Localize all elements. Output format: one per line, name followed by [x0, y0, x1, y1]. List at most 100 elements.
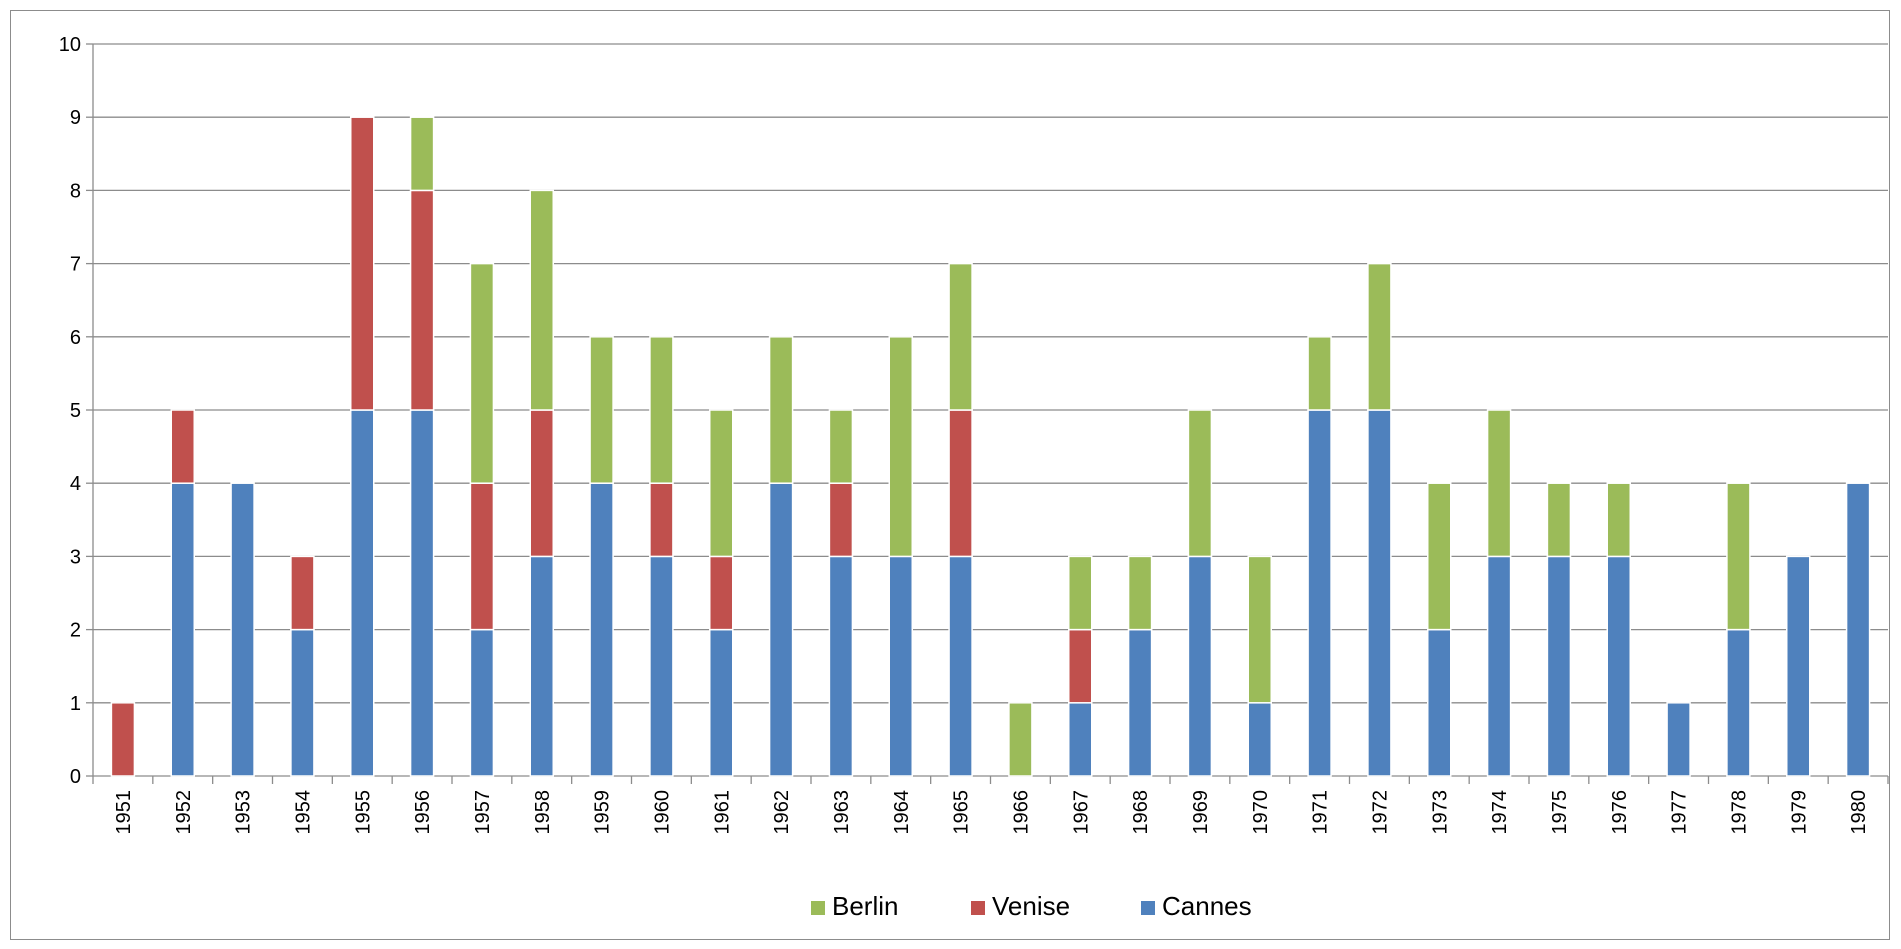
x-tick-label: 1967 [1070, 790, 1092, 835]
bar-segment-venise-1963 [828, 482, 854, 558]
bar-segment-cannes-1979 [1786, 555, 1811, 777]
bar-segment-berlin-1973 [1427, 482, 1452, 631]
bar-segment-cannes-1971 [1307, 409, 1332, 777]
x-tick-label: 1954 [292, 790, 314, 835]
bar-segment-venise-1958 [529, 409, 554, 558]
gridlines [93, 43, 1888, 704]
y-tick-label: 4 [70, 473, 81, 495]
bar-segment-cannes-1973 [1427, 628, 1452, 777]
y-tick-label: 7 [70, 254, 81, 276]
bar-segment-berlin-1961 [709, 409, 734, 558]
y-tick-label: 0 [70, 766, 81, 788]
y-axis-tick-labels: 0 1 2 3 4 5 6 7 8 9 10 [59, 34, 81, 788]
bar-segment-cannes-1969 [1187, 555, 1213, 777]
x-tick-label: 1970 [1250, 790, 1272, 835]
bar-segment-cannes-1952 [170, 482, 195, 777]
axes [86, 43, 1889, 784]
x-tick-label: 1968 [1130, 790, 1152, 835]
x-tick-label: 1961 [711, 790, 733, 835]
x-tick-label: 1971 [1310, 790, 1332, 835]
bar-segment-cannes-1967 [1068, 702, 1093, 777]
x-tick-label: 1976 [1609, 790, 1631, 835]
bar-segment-cannes-1977 [1666, 702, 1691, 777]
x-tick-label: 1965 [951, 790, 973, 835]
bar-segment-cannes-1972 [1367, 409, 1392, 777]
bar-segment-cannes-1956 [409, 409, 435, 777]
bar-segment-berlin-1969 [1187, 409, 1213, 558]
bar-segment-venise-1951 [110, 702, 136, 777]
x-tick-label: 1972 [1369, 790, 1391, 835]
legend-swatch-cannes [1141, 901, 1155, 915]
legend-swatch-venise [971, 901, 985, 915]
x-tick-label: 1956 [412, 790, 434, 835]
bar-segment-berlin-1956 [409, 116, 435, 192]
bar-segment-cannes-1976 [1606, 555, 1631, 777]
x-tick-label: 1960 [651, 790, 673, 835]
x-tick-label: 1966 [1010, 790, 1032, 835]
bar-segment-berlin-1978 [1726, 482, 1751, 631]
bar-segment-cannes-1955 [350, 409, 375, 777]
bar-segment-berlin-1968 [1127, 555, 1153, 631]
legend-label-berlin: Berlin [832, 891, 898, 921]
bar-segment-berlin-1967 [1068, 555, 1093, 631]
bar-segment-berlin-1976 [1606, 482, 1631, 558]
bar-segment-cannes-1980 [1845, 482, 1871, 777]
x-tick-label: 1959 [592, 790, 614, 835]
legend-swatch-berlin [811, 901, 825, 915]
bar-segment-venise-1956 [409, 189, 435, 411]
x-tick-label: 1969 [1190, 790, 1212, 835]
bar-segment-berlin-1970 [1247, 555, 1272, 704]
x-tick-label: 1977 [1669, 790, 1691, 835]
bar-segment-cannes-1974 [1486, 555, 1512, 777]
x-tick-label: 1975 [1549, 790, 1571, 835]
bar-segment-berlin-1971 [1307, 336, 1332, 411]
bar-segment-cannes-1978 [1726, 628, 1751, 777]
bar-segment-berlin-1959 [589, 336, 614, 484]
x-tick-label: 1952 [173, 790, 195, 835]
bar-segment-cannes-1968 [1127, 628, 1153, 777]
bar-segment-cannes-1965 [948, 555, 973, 777]
bar-segment-berlin-1966 [1008, 702, 1033, 777]
y-tick-label: 1 [70, 693, 81, 715]
bar-segment-cannes-1954 [290, 628, 315, 777]
bar-segment-cannes-1953 [230, 482, 255, 777]
x-tick-label: 1955 [352, 790, 374, 835]
bar-segment-berlin-1963 [828, 409, 854, 484]
y-tick-label: 3 [70, 546, 81, 568]
bar-segment-cannes-1964 [888, 555, 913, 777]
bar-segment-berlin-1957 [469, 262, 495, 484]
bar-segment-berlin-1962 [768, 336, 794, 484]
x-tick-label: 1974 [1489, 790, 1511, 835]
bars [110, 116, 1871, 777]
bar-segment-cannes-1959 [589, 482, 614, 777]
x-tick-label: 1980 [1848, 790, 1870, 835]
x-tick-label: 1979 [1788, 790, 1810, 835]
x-axis-tick-labels: 1951 1952 1953 1954 1955 1956 1957 1958 1959 1960… [113, 790, 1870, 835]
bar-segment-venise-1960 [649, 482, 674, 558]
bar-segment-venise-1954 [290, 555, 315, 631]
bar-segment-berlin-1960 [649, 336, 674, 484]
x-tick-label: 1973 [1429, 790, 1451, 835]
bar-segment-cannes-1963 [828, 555, 854, 777]
x-tick-label: 1964 [891, 790, 913, 835]
bar-segment-venise-1961 [709, 555, 734, 631]
bar-segment-venise-1955 [350, 116, 375, 411]
bar-segment-cannes-1957 [469, 628, 495, 777]
bar-segment-berlin-1972 [1367, 262, 1392, 411]
y-tick-label: 10 [59, 34, 81, 56]
bar-segment-cannes-1975 [1546, 555, 1572, 777]
x-tick-label: 1958 [532, 790, 554, 835]
x-tick-label: 1957 [472, 790, 494, 835]
y-tick-label: 6 [70, 327, 81, 349]
legend: Berlin Venise Cannes [811, 891, 1252, 921]
y-tick-label: 9 [70, 107, 81, 129]
bar-segment-cannes-1958 [529, 555, 554, 777]
y-tick-label: 5 [70, 400, 81, 422]
x-tick-label: 1962 [771, 790, 793, 835]
bar-segment-cannes-1962 [768, 482, 794, 777]
bar-segment-venise-1952 [170, 409, 195, 484]
x-tick-label: 1951 [113, 790, 135, 835]
bar-segment-cannes-1961 [709, 628, 734, 777]
legend-label-cannes: Cannes [1162, 891, 1252, 921]
chart-area: 0 1 2 3 4 5 6 7 8 9 10 1951 1952 1953 1954 1955 1956 195… [10, 10, 1890, 940]
